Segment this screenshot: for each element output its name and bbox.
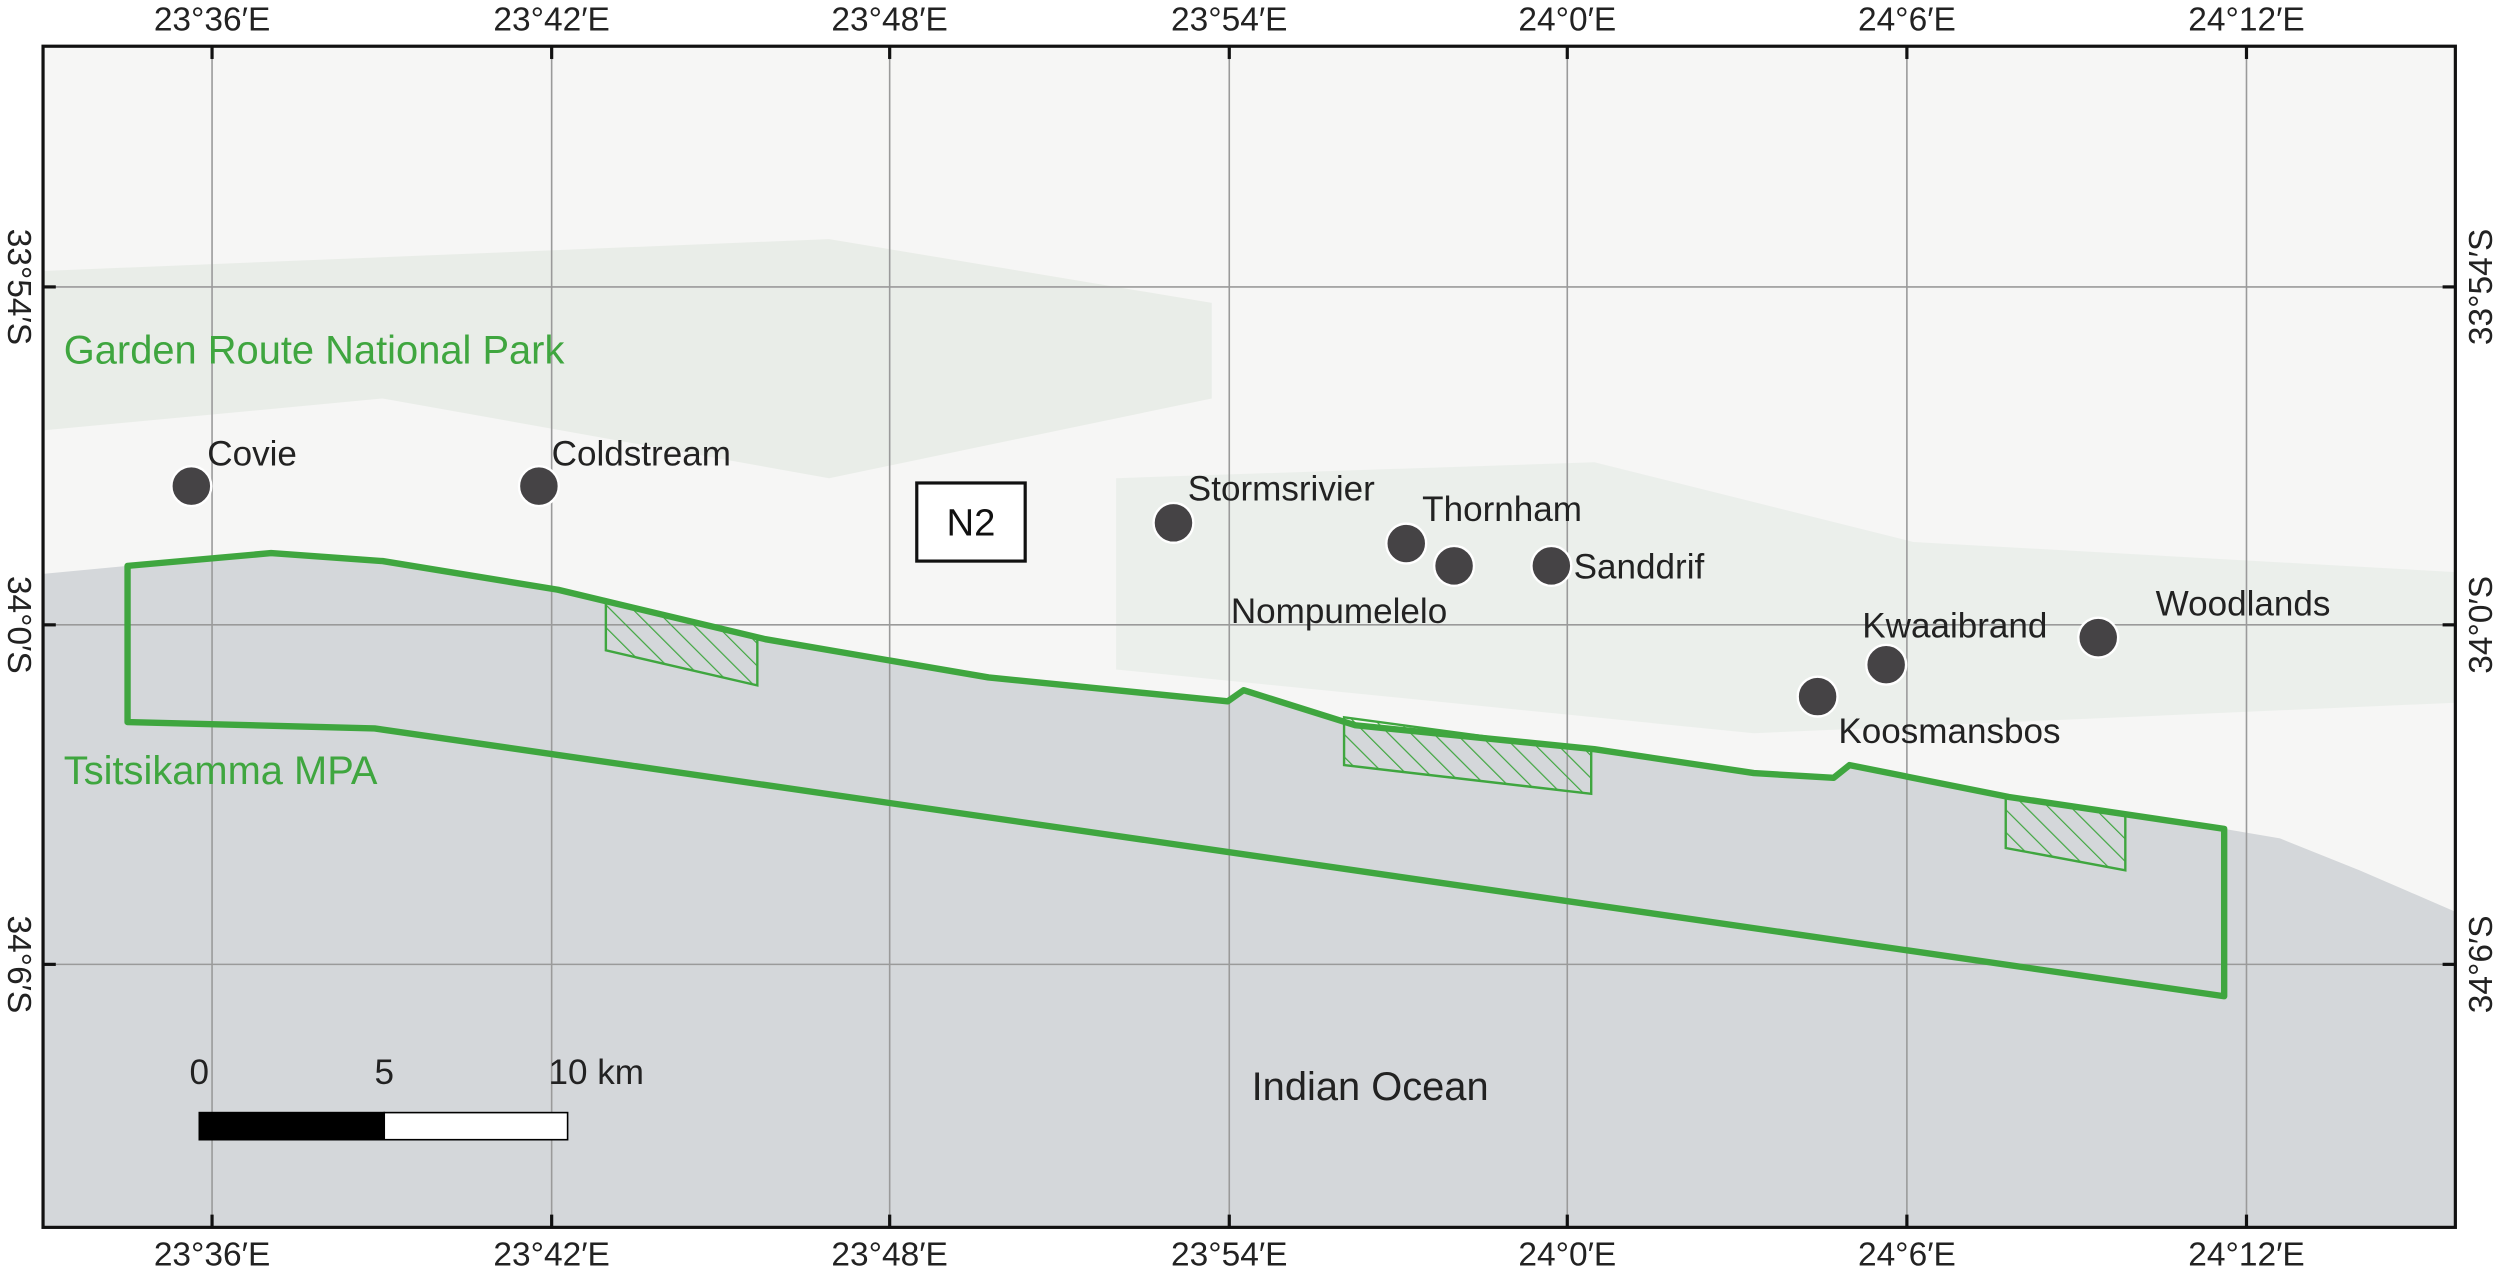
scale-label: 0 [190,1053,210,1092]
place-label: Sanddrif [1574,548,1705,587]
top-tick-label: 24°0′E [1518,1,1616,38]
place-label: Nompumelelo [1231,592,1447,631]
place-label: Coldstream [552,434,731,473]
scale-bar: 0 5 10 km [190,1053,644,1141]
right-tick-label: 34°0′S [2463,576,2500,674]
place-marker [1796,675,1839,718]
top-tick-label: 23°48′E [831,1,947,38]
place-marker [170,465,213,508]
top-tick-label: 23°42′E [493,1,609,38]
place-marker [1530,544,1573,587]
bottom-tick-label: 23°42′E [493,1237,609,1272]
bottom-tick-label: 24°0′E [1518,1237,1616,1272]
ocean [43,553,2456,1228]
left-tick-label: 33°54′S [0,229,37,345]
scale-label: 5 [374,1053,394,1092]
place-label: Thornham [1422,490,1582,529]
ocean-label: Indian Ocean [1252,1065,1489,1109]
park-land [43,239,1212,479]
left-tick-label: 34°0′S [0,576,37,674]
place-label: Kwaaibrand [1862,607,2047,646]
right-tick-label: 34°6′S [2463,915,2500,1013]
place-marker [2077,616,2120,659]
bottom-tick-label: 23°48′E [831,1237,947,1272]
top-tick-label: 23°36′E [154,1,270,38]
place-marker [1385,522,1428,565]
top-tick-label: 24°12′E [2188,1,2304,38]
park-land [1116,462,2456,734]
place-label: Koosmansbos [1838,712,2060,751]
park-label: Garden Route National Park [64,328,565,372]
scale-segment [198,1111,386,1141]
scale-segment [383,1111,569,1141]
top-tick-label: 23°54′E [1171,1,1287,38]
road-label: N2 [947,502,996,545]
mpa-boundary [124,549,2228,1000]
place-label: Covie [207,434,297,473]
place-marker [1865,643,1908,686]
bottom-tick-label: 24°6′E [1858,1237,1956,1272]
top-tick-label: 24°6′E [1858,1,1956,38]
map-frame [41,44,2457,1229]
road-shield [915,481,1027,563]
bottom-tick-label: 23°54′E [1171,1237,1287,1272]
bottom-tick-label: 23°36′E [154,1237,270,1272]
map-body [43,46,2456,1228]
place-marker [517,465,561,508]
left-tick-label: 34°6′S [0,915,37,1013]
place-marker [1432,544,1476,587]
place-marker [1152,501,1195,544]
place-label: Stormsrivier [1188,470,1375,509]
mpa-label: Tsitsikamma MPA [64,749,378,793]
bottom-tick-label: 24°12′E [2188,1237,2304,1272]
place-label: Woodlands [2156,584,2331,623]
scale-label: 10 km [548,1053,643,1092]
graticule [43,46,2456,1228]
right-tick-label: 33°54′S [2463,229,2500,345]
